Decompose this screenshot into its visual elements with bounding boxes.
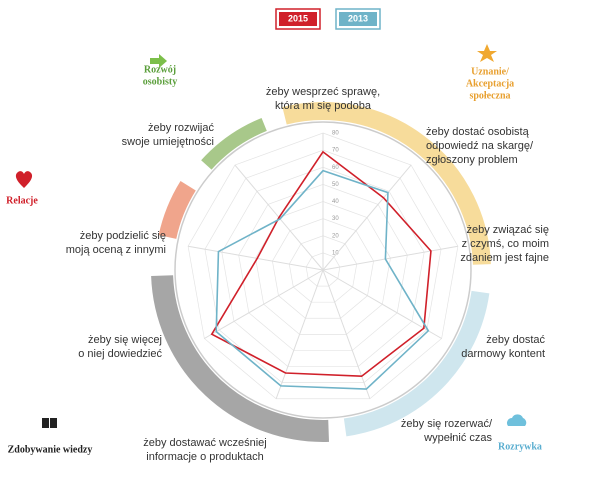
axis-label: która mi się podoba (275, 100, 372, 112)
axis-label: moją oceną z innymi (66, 244, 166, 256)
group-band (158, 180, 196, 240)
axis-label: z czymś, co moim (462, 238, 549, 250)
group-label: społeczna (469, 90, 510, 101)
axis-label: informacje o produktach (146, 451, 263, 463)
axis-label: żeby wesprzeć sprawę, (266, 86, 380, 98)
grid-ring (272, 218, 374, 319)
axis-label: żeby dostawać wcześniej (143, 437, 267, 449)
legend-fill (339, 12, 377, 26)
group-label: Uznanie/ (471, 66, 509, 77)
axis-label: zgłoszony problem (426, 154, 518, 166)
axis-label: wypełnić czas (423, 432, 492, 444)
spoke (322, 245, 459, 271)
tick-label: 80 (332, 131, 339, 137)
legend-label: 2015 (288, 13, 308, 23)
axis-label: swoje umiejętności (122, 136, 214, 148)
grid-ring (187, 132, 459, 400)
axis-label: żeby podzielić się (80, 230, 166, 242)
axis-label: darmowy kontent (461, 348, 545, 360)
axis-label: o niej dowiedzieć (78, 348, 162, 360)
spoke (322, 164, 412, 271)
series-line (215, 169, 430, 390)
tick-label: 50 (332, 182, 339, 188)
grid-ring (204, 149, 442, 383)
tick-label: 10 (332, 250, 339, 256)
group-band (282, 102, 491, 265)
icon-book (42, 418, 57, 428)
grid-ring (288, 235, 358, 303)
grid-ring (221, 166, 425, 367)
group-label: osobisty (143, 76, 177, 87)
axis-label: żeby się rozerwać/ (401, 418, 493, 430)
axis-label: żeby dostać (486, 334, 545, 346)
axis-label: żeby związać się (466, 224, 549, 236)
series-line (210, 150, 432, 378)
tick-label: 60 (332, 165, 339, 171)
tick-label: 30 (332, 216, 339, 222)
tick-label: 20 (332, 233, 339, 239)
grid-ring (238, 184, 408, 351)
group-band (343, 290, 490, 437)
spoke (275, 269, 324, 399)
group-label: Rozrywka (498, 441, 542, 452)
spoke (322, 269, 371, 399)
group-label: Zdobywanie wiedzy (8, 444, 93, 455)
axis-label: odpowiedź na skargę/ (426, 140, 534, 152)
icon-star (477, 44, 497, 62)
grid-ring (305, 252, 341, 287)
icon-heart (15, 171, 33, 188)
legend-fill (279, 12, 317, 26)
axis-label: zdaniem jest fajne (460, 252, 549, 264)
group-label: Relacje (6, 195, 38, 206)
tick-label: 40 (332, 199, 339, 205)
group-band (201, 117, 267, 170)
spoke (322, 269, 442, 339)
grid-ring (255, 201, 391, 335)
icon-arrow (150, 54, 167, 68)
icon-cloud (507, 414, 527, 426)
tick-label: 70 (332, 148, 339, 154)
axis-label: żeby dostać osobistą (426, 126, 530, 138)
axis-label: żeby się więcej (88, 334, 162, 346)
legend-label: 2013 (348, 13, 368, 23)
group-label: Akceptacja (466, 78, 514, 89)
axis-label: żeby rozwijać (148, 122, 215, 134)
spoke (204, 269, 324, 339)
spoke (187, 245, 324, 271)
group-label: Rozwój (144, 64, 176, 75)
group-band (151, 275, 329, 442)
